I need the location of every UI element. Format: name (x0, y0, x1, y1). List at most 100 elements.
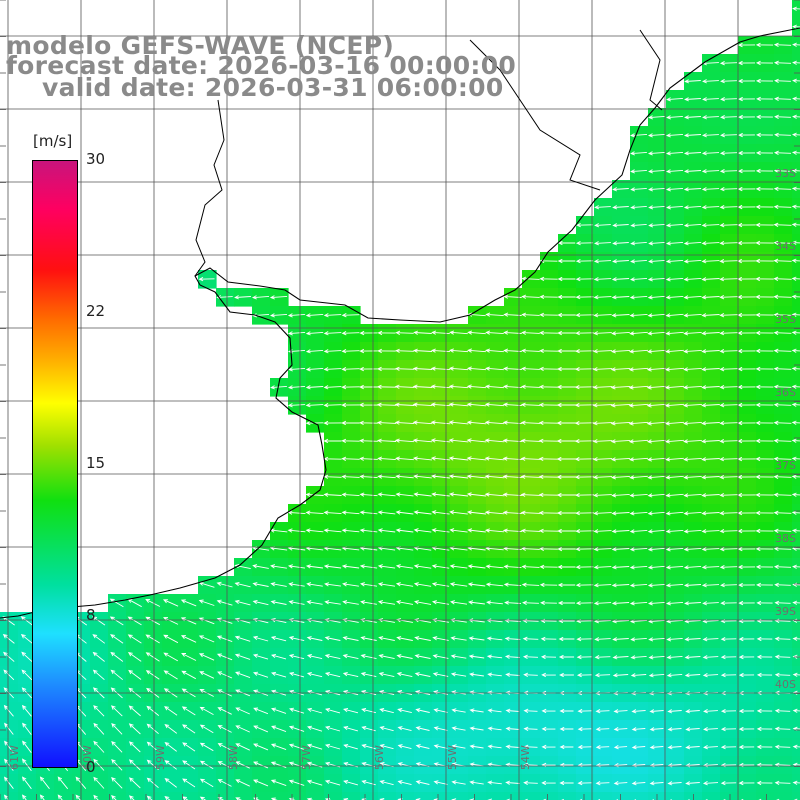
wind-arrow (593, 565, 612, 570)
wind-arrow (595, 727, 610, 732)
wind-arrow (791, 348, 800, 353)
wind-arrow (773, 168, 792, 173)
wind-arrow (253, 671, 269, 678)
wind-arrow (269, 295, 288, 300)
wind-arrow (505, 744, 520, 749)
wind-arrow (792, 114, 800, 119)
wind-arrow (430, 456, 451, 461)
lat-label: 34S (775, 240, 796, 253)
wind-arrow (306, 600, 323, 605)
wind-arrow (466, 438, 487, 443)
wind-arrow (521, 366, 540, 371)
wind-arrow (773, 456, 792, 461)
wind-arrow (629, 601, 648, 606)
wind-arrow (377, 528, 396, 533)
wind-arrow (738, 600, 755, 606)
wind-arrow (217, 743, 232, 751)
wind-arrow (539, 582, 558, 588)
wind-arrow (683, 277, 702, 282)
wind-arrow (683, 439, 702, 444)
wind-arrow (755, 276, 774, 282)
wind-arrow (541, 672, 556, 678)
wind-arrow (377, 330, 396, 336)
wind-arrow (520, 510, 541, 515)
wind-arrow (628, 421, 649, 426)
wind-arrow (773, 564, 792, 569)
wind-arrow (288, 779, 305, 786)
wind-arrow (521, 564, 540, 569)
wind-arrow (503, 582, 522, 587)
wind-arrow (182, 760, 196, 770)
wind-arrow (630, 241, 647, 246)
wind-arrow (593, 511, 612, 516)
wind-arrow (755, 168, 774, 174)
wind-arrow (127, 634, 142, 644)
wind-arrow (164, 706, 178, 716)
wind-arrow (773, 276, 792, 281)
wind-arrow (737, 366, 756, 372)
wind-arrow (128, 777, 141, 789)
wind-cell (486, 792, 505, 800)
wind-arrow (629, 313, 648, 318)
wind-arrow (341, 510, 360, 515)
wind-arrow (181, 670, 197, 680)
wind-arrow (720, 600, 737, 606)
wind-arrow (648, 223, 665, 228)
wind-arrow (646, 367, 667, 372)
wind-arrow (756, 132, 773, 138)
wind-arrow (342, 707, 359, 714)
wind-arrow (755, 312, 774, 318)
wind-arrow (792, 672, 800, 677)
wind-arrow (487, 708, 502, 713)
wind-arrow (719, 475, 738, 480)
wind-arrow (593, 601, 612, 606)
wind-arrow (792, 636, 800, 641)
wind-arrow (773, 330, 792, 335)
wind-arrow (306, 582, 323, 587)
wind-arrow (448, 474, 469, 479)
wind-arrow (755, 78, 774, 84)
wind-cell (792, 774, 800, 793)
wind-arrow (791, 456, 800, 461)
wind-arrow (92, 616, 106, 626)
wind-arrow (792, 600, 800, 605)
wind-arrow (595, 745, 610, 750)
wind-arrow (413, 564, 432, 569)
wind-arrow (575, 294, 594, 300)
wind-arrow (592, 457, 613, 462)
lon-label: 61W (8, 745, 21, 770)
wind-arrow (288, 653, 305, 660)
wind-arrow (773, 294, 792, 299)
wind-arrow (341, 420, 360, 426)
wind-arrow (341, 331, 360, 336)
wind-arrow (539, 276, 558, 282)
wind-arrow (110, 705, 123, 717)
wind-arrow (647, 511, 666, 516)
wind-arrow (683, 547, 702, 552)
wind-arrow (774, 744, 791, 749)
wind-arrow (359, 438, 378, 443)
colorbar-unit: [m/s] (33, 132, 73, 150)
wind-arrow (683, 421, 702, 426)
wind-arrow (737, 438, 756, 444)
wind-cell (792, 540, 800, 559)
wind-arrow (271, 725, 287, 733)
wind-arrow (359, 384, 378, 390)
wind-arrow (646, 439, 667, 444)
wind-arrow (792, 60, 800, 65)
wind-arrow (145, 616, 161, 626)
wind-arrow (451, 744, 466, 749)
wind-arrow (631, 781, 646, 786)
wind-arrow (630, 673, 647, 678)
wind-arrow (2, 633, 15, 644)
wind-arrow (433, 744, 448, 749)
wind-arrow (631, 709, 646, 714)
wind-arrow (505, 708, 520, 713)
wind-arrow (755, 510, 774, 516)
wind-arrow (646, 385, 667, 390)
wind-arrow (611, 295, 630, 300)
wind-arrow (324, 636, 341, 641)
wind-arrow (484, 420, 505, 425)
wind-arrow (702, 637, 719, 642)
colorbar-tick: 22 (86, 302, 106, 320)
